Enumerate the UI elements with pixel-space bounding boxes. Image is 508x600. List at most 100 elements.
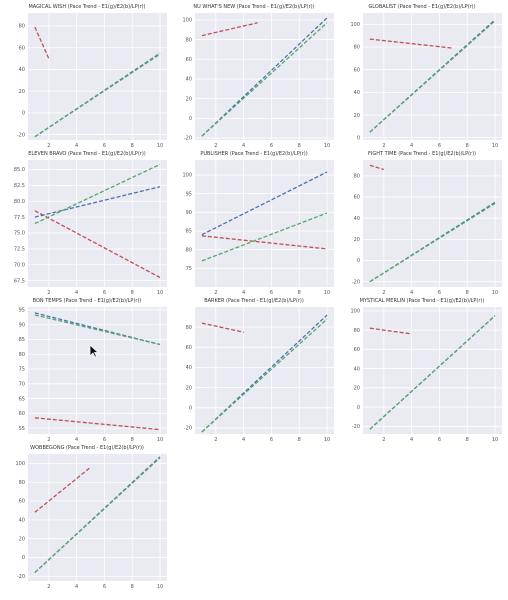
x-tick-label: 2 xyxy=(382,437,385,443)
chart-svg: -20 0 20 40 60 80 100 2 4 6 8 10 xyxy=(15,454,167,590)
series-line-green xyxy=(201,212,328,262)
chart-svg: 75 80 85 90 95 100 2 4 6 8 10 xyxy=(182,160,334,296)
y-tick-label: 60 xyxy=(354,67,360,73)
x-tick-label: 2 xyxy=(214,143,217,149)
series-line-blue xyxy=(201,17,328,137)
x-tick-label: 4 xyxy=(75,437,78,443)
y-tick-label: 90 xyxy=(19,322,25,328)
x-tick-label: 10 xyxy=(492,143,498,149)
y-tick-label: 80 xyxy=(354,328,360,334)
chart-panel: FIGHT TIME (Pace Trend - E1(g)/E2(b)/LP(… xyxy=(339,150,505,297)
series-line-red xyxy=(201,235,328,250)
mouse-pointer-icon xyxy=(89,344,99,358)
y-tick-label: 40 xyxy=(186,365,192,371)
y-tick-label: 80 xyxy=(186,325,192,331)
x-tick-label: 10 xyxy=(157,290,163,296)
series-line-red xyxy=(369,164,384,171)
series-line-red xyxy=(369,327,412,335)
chart-title: BARKER (Pace Trend - E1(g)/E2(b)/LP(r)) xyxy=(204,298,304,304)
x-tick-label: 6 xyxy=(103,437,106,443)
chart-title: MAGICAL WISH (Pace Trend - E1(g)/E2(b)/L… xyxy=(28,4,146,10)
y-tick-label: -20 xyxy=(352,279,360,285)
y-tick-label: 70 xyxy=(19,381,25,387)
x-tick-label: 2 xyxy=(214,290,217,296)
y-tick-label: 55 xyxy=(19,426,25,432)
chart-panel: MAGICAL WISH (Pace Trend - E1(g)/E2(b)/L… xyxy=(4,3,170,150)
y-tick-label: 60 xyxy=(19,411,25,417)
y-tick-label: -20 xyxy=(17,132,25,138)
y-tick-label: 0 xyxy=(22,111,25,117)
series-line-red xyxy=(34,417,161,431)
x-tick-label: 4 xyxy=(242,437,245,443)
x-tick-label: 2 xyxy=(47,584,50,590)
x-tick-label: 10 xyxy=(324,143,330,149)
y-tick-label: 20 xyxy=(19,536,25,542)
chart-svg: -20 0 20 40 60 80 2 4 6 8 10 xyxy=(352,160,502,296)
series-line-green xyxy=(34,314,161,346)
chart-title: ELEVEN BRAVO (Pace Trend - E1(g)/E2(b)/L… xyxy=(28,151,146,157)
x-tick-label: 2 xyxy=(382,290,385,296)
chart-title: GLOBALIST (Pace Trend - E1(g)/E2(b)/LP(r… xyxy=(368,4,476,10)
y-tick-label: 20 xyxy=(186,96,192,102)
y-tick-label: 40 xyxy=(19,67,25,73)
plot-area xyxy=(28,307,167,434)
x-tick-label: 10 xyxy=(492,437,498,443)
x-tick-label: 2 xyxy=(47,290,50,296)
chart-title: PUBLISHER (Pace Trend - E1(g)/E2(b)/LP(r… xyxy=(200,151,308,157)
chart-panel: ELEVEN BRAVO (Pace Trend - E1(g)/E2(b)/L… xyxy=(4,150,170,297)
series-line-green xyxy=(201,318,328,433)
y-tick-label: 0 xyxy=(189,405,192,411)
chart-panel: BARKER (Pace Trend - E1(g)/E2(b)/LP(r)) -… xyxy=(171,297,337,444)
chart-svg: 0 20 40 60 80 100 2 4 6 8 10 xyxy=(350,13,502,149)
y-tick-label: -20 xyxy=(17,574,25,580)
series-line-red xyxy=(201,22,258,37)
y-tick-label: 60 xyxy=(19,45,25,51)
y-tick-label: 80.0 xyxy=(14,199,25,205)
series-line-green xyxy=(369,202,496,283)
y-tick-label: 100 xyxy=(15,461,25,467)
y-tick-label: 20 xyxy=(186,385,192,391)
y-tick-label: 80 xyxy=(354,174,360,180)
x-tick-label: 6 xyxy=(103,143,106,149)
plot-area xyxy=(363,160,502,287)
y-tick-label: 70.0 xyxy=(14,262,25,268)
chart-title: FIGHT TIME (Pace Trend - E1(g)/E2(b)/LP(… xyxy=(367,151,476,157)
chart-svg: -20 0 20 40 60 80 100 2 4 6 8 10 xyxy=(350,307,502,443)
y-tick-label: 40 xyxy=(354,90,360,96)
y-tick-label: 20 xyxy=(354,113,360,119)
chart-title: WOBBEGONG (Pace Trend - E1(g)/E2(b)/LP(r… xyxy=(30,445,144,451)
x-tick-label: 8 xyxy=(131,437,134,443)
y-tick-label: 95 xyxy=(19,308,25,314)
series-line-red xyxy=(369,38,454,49)
series-line-green xyxy=(201,22,328,137)
x-tick-label: 4 xyxy=(75,143,78,149)
y-tick-label: 100 xyxy=(350,309,360,315)
x-tick-label: 10 xyxy=(157,143,163,149)
series-line-green xyxy=(369,315,496,430)
series-line-blue xyxy=(201,171,328,236)
x-tick-label: 8 xyxy=(298,437,301,443)
y-tick-label: -20 xyxy=(352,424,360,430)
y-tick-label: 60 xyxy=(186,57,192,63)
chart-svg: -20 0 20 40 60 80 100 2 4 6 8 10 xyxy=(182,13,334,149)
plot-area xyxy=(195,307,334,434)
y-tick-label: 85 xyxy=(186,229,192,235)
y-tick-label: 80 xyxy=(186,37,192,43)
x-tick-label: 4 xyxy=(242,143,245,149)
y-tick-label: 90 xyxy=(186,210,192,216)
x-tick-label: 6 xyxy=(103,584,106,590)
y-tick-label: 65 xyxy=(19,396,25,402)
y-tick-label: 80 xyxy=(19,352,25,358)
chart-panel: BON TEMPS (Pace Trend - E1(g)/E2(b)/LP(r… xyxy=(4,297,170,444)
x-tick-label: 4 xyxy=(410,143,413,149)
y-tick-label: 82.5 xyxy=(14,183,25,189)
y-tick-label: 72.5 xyxy=(14,247,25,253)
x-tick-label: 10 xyxy=(324,437,330,443)
x-tick-label: 4 xyxy=(410,437,413,443)
x-tick-label: 4 xyxy=(410,290,413,296)
chart-panel: GLOBALIST (Pace Trend - E1(g)/E2(b)/LP(r… xyxy=(339,3,505,150)
y-tick-label: 85 xyxy=(19,337,25,343)
x-tick-label: 6 xyxy=(270,290,273,296)
x-tick-label: 6 xyxy=(270,437,273,443)
y-tick-label: 75 xyxy=(19,367,25,373)
